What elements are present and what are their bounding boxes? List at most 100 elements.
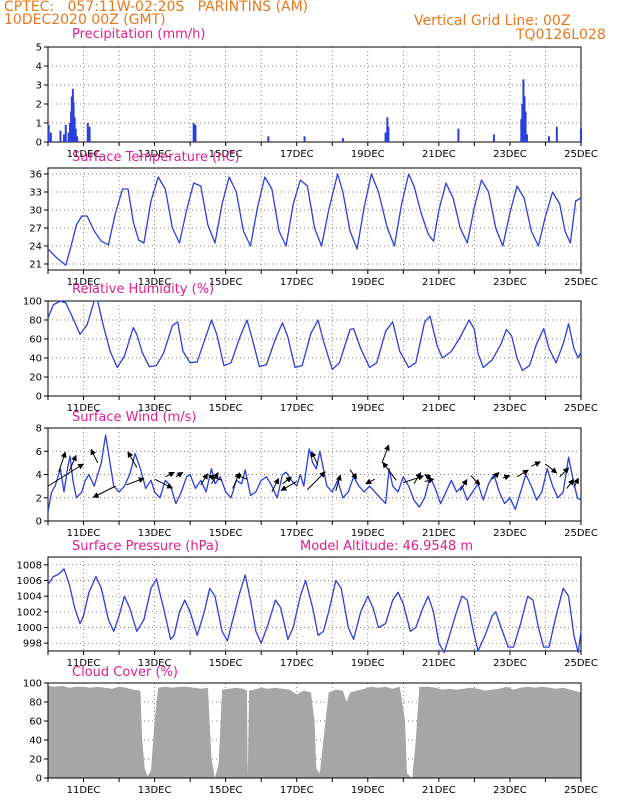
precip-xtick-label: 11DEC: [67, 149, 101, 160]
wind-vector: [459, 478, 468, 492]
wind-vector: [566, 478, 574, 489]
wind-vector: [559, 467, 570, 478]
pressure-ytick-label: 1002: [17, 607, 42, 618]
precip-bar: [457, 128, 460, 142]
cloud-ytick-label: 40: [29, 736, 42, 747]
wind-vector: [531, 461, 541, 467]
cloud-area: [48, 685, 581, 778]
wind-vector: [58, 451, 67, 473]
precip-frame: [47, 46, 582, 143]
wind-vector: [92, 485, 116, 498]
pressure-ytick-label: 998: [23, 639, 42, 650]
wind-xtick-label: 17DEC: [280, 528, 314, 539]
precip-xtick-label: 19DEC: [351, 149, 385, 160]
pressure-title: Surface Pressure (hPa): [72, 539, 219, 554]
humidity-ytick-label: 100: [23, 297, 42, 308]
humidity-xtick-label: 25DEC: [564, 403, 598, 414]
wind-vector: [424, 477, 435, 484]
precip-title: Precipitation (mm/h): [72, 27, 205, 42]
pressure-ytick-label: 1006: [17, 576, 42, 587]
wind-vector: [68, 454, 77, 472]
wind-vector: [424, 474, 433, 481]
pressure-ytick-label: 1004: [17, 592, 42, 603]
temperature-xtick-label: 25DEC: [564, 277, 598, 288]
precip-ytick-label: 5: [36, 43, 42, 54]
pressure-xtick-label: 25DEC: [564, 658, 598, 669]
temperature-xtick-label: 11DEC: [67, 277, 101, 288]
wind-vector: [335, 474, 342, 491]
humidity-xtick-label: 19DEC: [351, 403, 385, 414]
precip-bar: [580, 128, 582, 142]
cloud-ytick-label: 20: [29, 755, 42, 766]
temperature-xtick-label: 23DEC: [493, 277, 527, 288]
cloud-xtick-label: 19DEC: [351, 785, 385, 796]
precip-ytick-label: 3: [36, 81, 42, 92]
wind-ytick-label: 8: [36, 424, 42, 435]
humidity-ytick-label: 0: [36, 392, 42, 403]
wind-vector: [280, 481, 297, 491]
wind-vector: [382, 461, 397, 481]
temperature-ytick-label: 33: [29, 188, 42, 199]
wind-vector: [573, 477, 579, 488]
precip-xtick-label: 13DEC: [138, 149, 172, 160]
pressure-ytick-label: 1000: [17, 623, 42, 634]
wind-panel: 0 2 4 6 8 11DEC 13DEC 15DEC 17DEC 19DEC 21DEC 23DEC…: [36, 410, 598, 539]
temperature-panel: 21 24 27 30 33 36 11DEC 13DEC 15DEC 17DEC 19DEC 21D…: [29, 150, 598, 288]
wind-ytick-label: 6: [36, 447, 42, 458]
precip-bar: [524, 111, 527, 142]
pressure-annotation: Model Altitude: 46.9548 m: [300, 539, 473, 554]
wind-vector: [365, 478, 376, 484]
wind-vector: [381, 444, 390, 464]
precip-bar: [341, 138, 344, 142]
temperature-xtick-label: 13DEC: [138, 277, 172, 288]
temperature-ytick-label: 21: [29, 260, 42, 271]
wind-frame: [47, 427, 582, 522]
precip-bar: [69, 123, 72, 142]
wind-line: [47, 434, 582, 512]
wind-vector: [125, 477, 145, 486]
pressure-panel: 998 1000 1002 1004 1006 1008 11DEC 13DEC 15DEC 17…: [17, 539, 598, 669]
precip-xtick-label: 23DEC: [493, 149, 527, 160]
wind-vector: [47, 463, 85, 487]
precip-bar: [67, 132, 70, 142]
precip-bar: [49, 132, 52, 142]
cloud-title: Cloud Cover (%): [72, 665, 178, 680]
precip-bar: [70, 96, 73, 142]
temperature-xtick-label: 17DEC: [280, 277, 314, 288]
temperature-xtick-label: 15DEC: [209, 277, 243, 288]
precip-bar: [520, 119, 523, 142]
precip-bar: [72, 102, 75, 142]
pressure-xtick-label: 17DEC: [280, 658, 314, 669]
precip-bar: [76, 136, 79, 142]
precip-bar: [555, 126, 558, 142]
humidity-frame: [47, 300, 582, 397]
humidity-line: [47, 300, 582, 372]
wind-ytick-label: 2: [36, 493, 42, 504]
cloud-ytick-label: 100: [23, 679, 42, 690]
wind-xtick-label: 21DEC: [422, 528, 456, 539]
wind-vector: [545, 463, 558, 474]
cloud-frame-top: [47, 682, 582, 779]
cloud-xtick-label: 17DEC: [280, 785, 314, 796]
precip-bar: [521, 104, 524, 142]
precip-bar: [548, 136, 551, 142]
pressure-xtick-label: 23DEC: [493, 658, 527, 669]
header-model-code: TQ0126L028: [516, 27, 606, 43]
humidity-xtick-label: 15DEC: [209, 403, 243, 414]
temperature-title: Surface Temperature (nC): [72, 150, 240, 165]
wind-vector: [200, 473, 208, 486]
precip-bar: [384, 132, 387, 142]
precip-bar: [267, 136, 270, 142]
cloud-xtick-label: 21DEC: [422, 785, 456, 796]
wind-vector: [127, 451, 138, 468]
pressure-xtick-label: 13DEC: [138, 658, 172, 669]
humidity-title: Relative Humidity (%): [72, 282, 214, 297]
precip-ytick-label: 0: [36, 138, 42, 149]
precip-bar: [59, 130, 62, 142]
wind-vector: [175, 471, 184, 478]
precip-xtick-label: 21DEC: [422, 149, 456, 160]
header-grid-note: Vertical Grid Line: 00Z: [414, 13, 571, 29]
precip-panel: 0 1 2 3 4 5 11DEC 13DEC 15DEC 17DEC 19DEC 21DEC 23DE…: [36, 27, 598, 160]
wind-ytick-label: 4: [36, 470, 42, 481]
wind-xtick-label: 11DEC: [67, 528, 101, 539]
